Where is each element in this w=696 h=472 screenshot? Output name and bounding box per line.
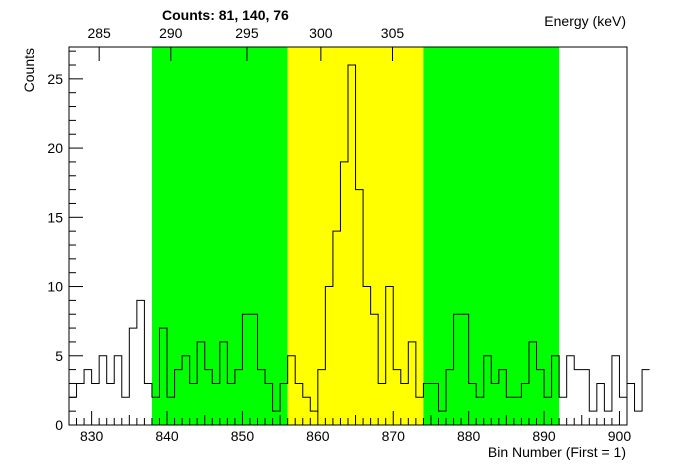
histogram-series [69, 64, 650, 412]
energy-tick-label: 290 [159, 25, 183, 41]
x-tick-label: 830 [80, 428, 104, 444]
energy-tick-label: 305 [381, 25, 405, 41]
x-tick-label: 870 [382, 428, 406, 444]
x-tick-label: 890 [532, 428, 556, 444]
energy-tick-label: 295 [235, 25, 259, 41]
x-tick-label: 850 [231, 428, 255, 444]
x-axis-ticks: 830 840 850 860 870 880 890 900 [76, 411, 632, 444]
y-tick-label: 5 [55, 348, 63, 364]
y-tick-label: 0 [55, 417, 63, 433]
histogram-line [69, 64, 650, 412]
y-tick-label: 15 [47, 209, 63, 225]
y-axis-ticks: 0 5 10 15 20 25 [47, 50, 83, 433]
x-tick-label: 840 [155, 428, 179, 444]
counts-summary: Counts: 81, 140, 76 [162, 7, 289, 23]
energy-tick-label: 285 [87, 25, 111, 41]
x-tick-label: 860 [306, 428, 330, 444]
energy-axis-title: Energy (keV) [544, 13, 626, 29]
y-tick-label: 10 [47, 279, 63, 295]
y-tick-label: 20 [47, 140, 63, 156]
y-tick-label: 25 [47, 71, 63, 87]
x-axis-title: Bin Number (First = 1) [488, 444, 626, 460]
energy-tick-label: 300 [309, 25, 333, 41]
x-tick-label: 880 [457, 428, 481, 444]
x-tick-label: 900 [608, 428, 632, 444]
y-axis-title: Counts [21, 48, 37, 92]
energy-axis-ticks: 285 290 295 300 305 [87, 25, 404, 61]
